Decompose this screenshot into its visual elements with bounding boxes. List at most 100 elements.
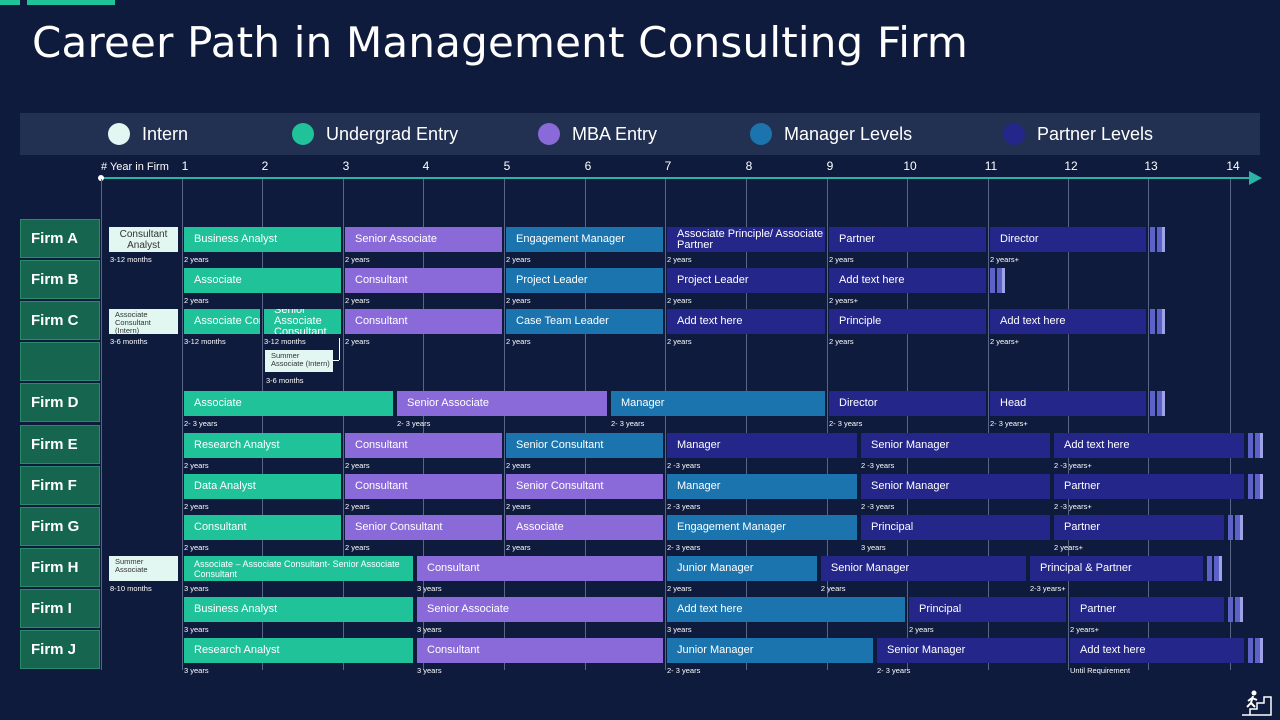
role-duration: 2- 3 years [611, 419, 645, 428]
role-bar: Junior Manager [667, 638, 873, 663]
role-bar: Add text here [829, 268, 986, 293]
continuation-marker [1162, 391, 1165, 416]
role-duration: 3 years [417, 584, 442, 593]
firm-label: Firm J [20, 630, 100, 669]
role-bar: Engagement Manager [667, 515, 857, 540]
grid-line [182, 179, 183, 670]
role-duration: 2 years [345, 255, 370, 264]
role-duration: 2 -3 years+ [1054, 461, 1092, 470]
role-duration: 2 years [667, 337, 692, 346]
role-duration: 2 years [829, 255, 854, 264]
grid-line [827, 179, 828, 670]
continuation-marker [1214, 556, 1220, 581]
continuation-marker [1255, 638, 1261, 663]
legend-label: Undergrad Entry [326, 123, 459, 144]
role-duration: 2 years [909, 625, 934, 634]
legend-item-4: Manager Levels [750, 113, 912, 155]
continuation-marker [1157, 391, 1162, 416]
axis-tick-label: 4 [422, 159, 430, 173]
summer-intern-box: Summer Associate (Intern) [265, 350, 333, 372]
legend-dot-icon [108, 123, 130, 145]
role-bar: Associate [184, 268, 341, 293]
continuation-marker [1227, 597, 1233, 622]
role-duration: 2 years [506, 255, 531, 264]
firm-label: Firm C [20, 301, 100, 340]
role-bar: Consultant [345, 268, 502, 293]
continuation-marker [1157, 227, 1162, 252]
connector-line [339, 338, 340, 360]
role-duration: 2 -3 years [667, 502, 701, 511]
role-bar: Case Team Leader [506, 309, 663, 334]
intern-duration: 3-6 months [110, 337, 148, 346]
role-duration: 3 years [184, 584, 209, 593]
axis-tick-label: 7 [664, 159, 672, 173]
role-bar: Partner [1054, 515, 1224, 540]
continuation-marker [1207, 556, 1213, 581]
page-title: Career Path in Management Consulting Fir… [32, 18, 968, 67]
legend-item-5: Partner Levels [1003, 113, 1153, 155]
role-duration: 2 years [829, 337, 854, 346]
continuation-marker [1255, 474, 1261, 499]
continuation-marker [1162, 309, 1165, 334]
role-duration: 2 years [345, 543, 370, 552]
role-bar: Principal & Partner [1030, 556, 1204, 581]
role-duration: 2 years+ [1070, 625, 1099, 634]
role-duration: 2- 3 years+ [990, 419, 1028, 428]
role-duration: 2 -3 years [861, 461, 895, 470]
continuation-marker [1260, 474, 1264, 499]
role-bar: Associate [184, 391, 393, 416]
grid-line [1068, 179, 1069, 670]
role-bar: Associate [506, 515, 663, 540]
firm-label: Firm B [20, 260, 100, 299]
firm-label: Firm G [20, 507, 100, 546]
legend-item-2: Undergrad Entry [292, 113, 458, 155]
role-duration: 2 years [667, 255, 692, 264]
role-bar: Consultant [184, 515, 341, 540]
role-bar: Head [990, 391, 1146, 416]
role-duration: 2 years [506, 296, 531, 305]
role-bar: Research Analyst [184, 638, 413, 663]
role-bar: Senior Associate Consultant [264, 309, 341, 334]
role-duration: 2 years [184, 255, 209, 264]
role-bar: Business Analyst [184, 227, 341, 252]
continuation-marker [1002, 268, 1005, 293]
intern-box: Associate Consultant (Intern) [109, 309, 178, 335]
role-duration: 2 years [667, 584, 692, 593]
axis-tick-label: 11 [984, 159, 998, 173]
role-bar: Consultant [417, 556, 663, 581]
role-duration: 2 years [506, 543, 531, 552]
continuation-marker [1239, 597, 1243, 622]
role-bar: Add text here [667, 597, 905, 622]
role-duration: 3 years [184, 666, 209, 675]
continuation-marker [1234, 597, 1240, 622]
role-duration: 2-3 years+ [1030, 584, 1066, 593]
role-bar: Associate Principle/ Associate Partner [667, 227, 825, 252]
role-bar: Senior Manager [861, 433, 1050, 458]
legend-dot-icon [292, 123, 314, 145]
role-bar: Consultant [345, 433, 502, 458]
role-duration: 2 years [184, 461, 209, 470]
role-bar: Principle [829, 309, 986, 334]
legend-item-1: Intern [108, 113, 188, 155]
firm-label: Firm A [20, 219, 100, 258]
firm-label: Firm I [20, 589, 100, 628]
role-bar: Senior Associate [397, 391, 607, 416]
axis-arrow-icon [1249, 171, 1262, 185]
role-duration: 2- 3 years [829, 419, 863, 428]
role-duration: 2 years [345, 296, 370, 305]
intern-box: Consultant Analyst [109, 227, 178, 252]
role-bar: Partner [829, 227, 986, 252]
continuation-marker [990, 268, 995, 293]
role-duration: 2- 3 years [667, 543, 701, 552]
role-bar: Senior Associate [417, 597, 663, 622]
role-duration: 2 years+ [990, 255, 1019, 264]
role-bar: Senior Associate [345, 227, 502, 252]
role-bar: Manager [667, 433, 857, 458]
grid-line [423, 179, 424, 670]
legend: Intern Undergrad Entry MBA Entry Manager Le… [20, 113, 1260, 155]
role-bar: Senior Consultant [506, 474, 663, 499]
intern-duration: 3-12 months [110, 255, 152, 264]
continuation-marker [1239, 515, 1243, 540]
continuation-marker [1162, 227, 1165, 252]
firm-label: Firm E [20, 425, 100, 464]
